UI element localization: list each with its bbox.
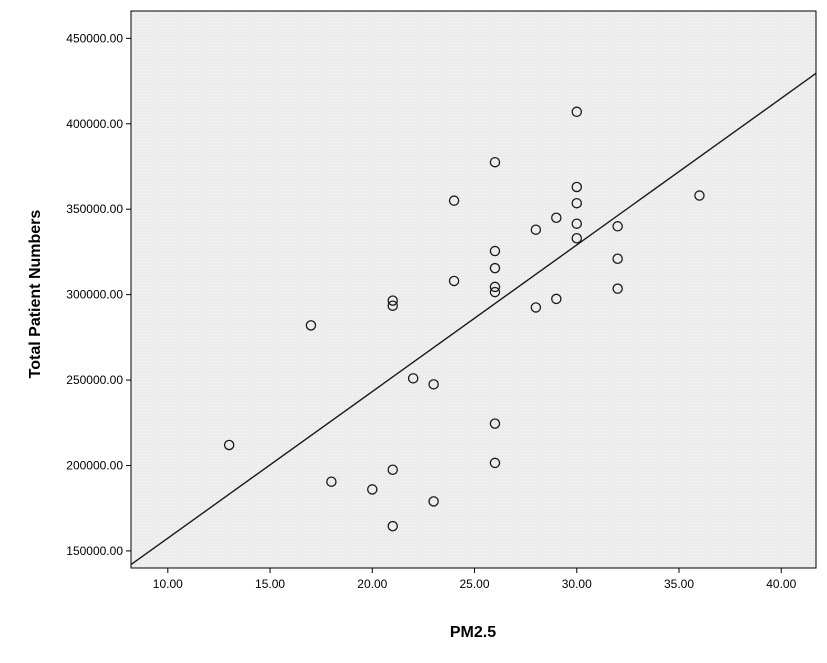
data-point [448, 275, 460, 287]
x-tick-label: 25.00 [460, 577, 490, 591]
data-point [489, 281, 501, 293]
data-point [571, 181, 583, 193]
fit-line [130, 72, 817, 566]
y-tick-label: 450000.00 [66, 31, 123, 45]
data-point [694, 190, 705, 201]
fit-line-layer [130, 72, 817, 566]
data-point [571, 232, 583, 244]
y-axis-title: Total Patient Numbers [27, 210, 44, 379]
data-point [367, 484, 378, 495]
data-point [530, 302, 542, 313]
data-point [387, 520, 398, 532]
data-point [571, 218, 583, 229]
data-point [571, 106, 583, 118]
points-layer [223, 106, 705, 532]
data-point [489, 418, 501, 429]
x-axis: 10.00 15.00 20.00 25.00 30.00 35.00 40.00 [153, 568, 797, 591]
plot-area [131, 11, 816, 568]
data-point [407, 373, 419, 384]
data-point [448, 195, 460, 206]
data-point [428, 379, 439, 390]
x-tick-label: 20.00 [357, 577, 387, 591]
data-point [530, 224, 542, 235]
y-tick-label: 400000.00 [66, 117, 123, 131]
data-point [571, 197, 583, 209]
data-point [489, 286, 501, 298]
data-point [612, 253, 623, 264]
x-axis-title: PM2.5 [450, 624, 496, 641]
data-point [305, 320, 317, 331]
plot-frame [130, 10, 817, 569]
x-tick-label: 30.00 [562, 577, 592, 591]
x-tick-label: 15.00 [255, 577, 285, 591]
x-tick-label: 10.00 [153, 577, 183, 591]
data-point [387, 295, 398, 306]
data-point [489, 457, 501, 469]
data-point [387, 300, 398, 311]
data-point [551, 212, 562, 223]
data-point [612, 221, 623, 232]
y-tick-label: 350000.00 [66, 202, 123, 216]
x-tick-label: 35.00 [664, 577, 694, 591]
data-point [489, 156, 501, 168]
y-tick-label: 150000.00 [66, 544, 123, 558]
data-point [489, 262, 501, 274]
y-axis: 150000.00 200000.00 250000.00 300000.00 3500… [66, 31, 131, 558]
data-point [387, 464, 398, 476]
data-point [489, 245, 501, 257]
data-point [223, 439, 235, 451]
y-tick-label: 200000.00 [66, 458, 123, 472]
y-tick-label: 250000.00 [66, 373, 123, 387]
data-point [612, 283, 623, 294]
y-tick-label: 300000.00 [66, 288, 123, 302]
data-point [326, 476, 337, 487]
x-tick-label: 40.00 [766, 577, 796, 591]
data-point [551, 293, 562, 305]
data-point [428, 496, 439, 507]
